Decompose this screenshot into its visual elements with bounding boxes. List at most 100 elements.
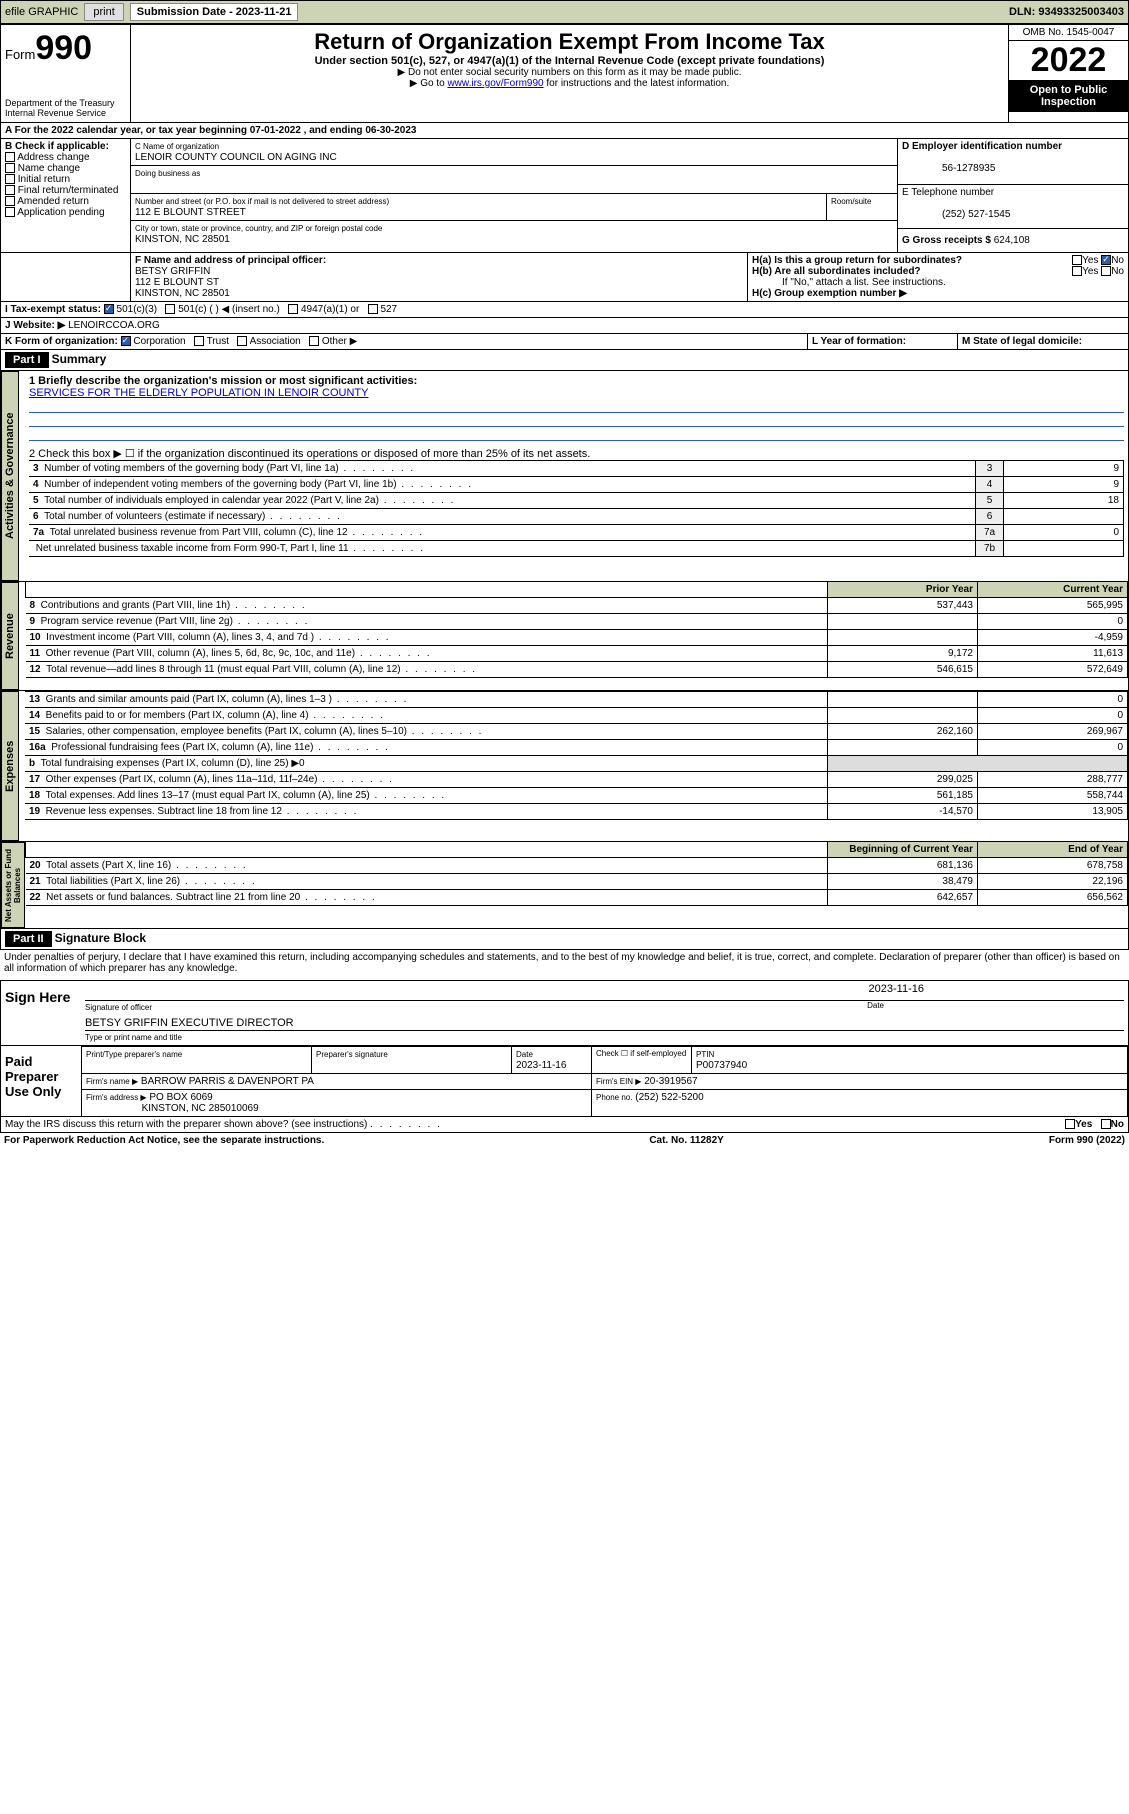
dept-label: Department of the Treasury Internal Reve… — [5, 98, 126, 118]
check-501c3[interactable] — [104, 304, 114, 314]
ptin-value: P00737940 — [696, 1060, 747, 1071]
col-current: Current Year — [978, 582, 1128, 598]
submission-date: Submission Date - 2023-11-21 — [130, 3, 299, 21]
print-button[interactable]: print — [84, 3, 123, 21]
discuss-yes[interactable] — [1065, 1119, 1075, 1129]
gross-receipts: 624,108 — [994, 235, 1030, 246]
check-trust[interactable] — [194, 336, 204, 346]
form-number: 990 — [35, 29, 92, 67]
check-corp[interactable] — [121, 336, 131, 346]
sig-date: 2023-11-16 — [869, 983, 1124, 995]
hb-note: If "No," attach a list. See instructions… — [752, 277, 1124, 288]
dba-label: Doing business as — [135, 169, 200, 178]
sig-officer-label: Signature of officer — [85, 1003, 152, 1012]
ha-yes[interactable] — [1072, 255, 1082, 265]
officer-addr1: 112 E BLOUNT ST — [135, 277, 219, 288]
tab-governance: Activities & Governance — [1, 371, 19, 581]
ha-label: H(a) Is this a group return for subordin… — [752, 255, 962, 266]
sign-here-label: Sign Here — [1, 981, 81, 1045]
check-final-return[interactable] — [5, 185, 15, 195]
f-label: F Name and address of principal officer: — [135, 255, 326, 266]
hb-yes[interactable] — [1072, 266, 1082, 276]
date-label: Date — [867, 1001, 1124, 1010]
officer-addr2: KINSTON, NC 28501 — [135, 288, 230, 299]
perjury-declaration: Under penalties of perjury, I declare th… — [0, 950, 1129, 976]
omb-number: OMB No. 1545-0047 — [1009, 25, 1128, 41]
hc-label: H(c) Group exemption number ▶ — [752, 288, 907, 299]
dln-label: DLN: 93493325003403 — [1009, 6, 1124, 18]
signature-block: Sign Here 2023-11-16 Signature of office… — [0, 980, 1129, 1117]
discuss-label: May the IRS discuss this return with the… — [5, 1119, 367, 1130]
m-label: M State of legal domicile: — [962, 336, 1082, 347]
q1-label: 1 Briefly describe the organization's mi… — [29, 375, 417, 387]
d-label: D Employer identification number — [902, 141, 1062, 152]
org-name: LENOIR COUNTY COUNCIL ON AGING INC — [135, 152, 337, 163]
g-label: G Gross receipts $ — [902, 235, 991, 246]
paid-preparer-label: Paid Preparer Use Only — [1, 1046, 81, 1116]
check-501c[interactable] — [165, 304, 175, 314]
governance-table: 3 Number of voting members of the govern… — [29, 460, 1124, 557]
officer-name: BETSY GRIFFIN — [135, 266, 210, 277]
tab-revenue: Revenue — [1, 582, 19, 690]
website-value: LENOIRCCOA.ORG — [65, 320, 159, 331]
expenses-table: 13 Grants and similar amounts paid (Part… — [25, 691, 1128, 820]
org-street: 112 E BLOUNT STREET — [135, 207, 246, 218]
org-city: KINSTON, NC 28501 — [135, 234, 230, 245]
i-label: I Tax-exempt status: — [5, 304, 101, 315]
l-label: L Year of formation: — [812, 336, 906, 347]
discuss-no[interactable] — [1101, 1119, 1111, 1129]
col-eoy: End of Year — [978, 842, 1128, 858]
check-amended[interactable] — [5, 196, 15, 206]
check-527[interactable] — [368, 304, 378, 314]
check-address-change[interactable] — [5, 152, 15, 162]
firm-addr1: PO BOX 6069 — [149, 1092, 212, 1103]
ptin-label: PTIN — [696, 1050, 714, 1059]
addr-label: Number and street (or P.O. box if mail i… — [135, 197, 389, 206]
type-name-label: Type or print name and title — [85, 1033, 182, 1042]
footer-pra: For Paperwork Reduction Act Notice, see … — [4, 1135, 324, 1146]
phone-value: (252) 527-1545 — [902, 209, 1010, 220]
note-link: ▶ Go to www.irs.gov/Form990 for instruct… — [135, 78, 1004, 89]
line-a: A For the 2022 calendar year, or tax yea… — [0, 123, 1129, 139]
firm-ein: 20-3919567 — [644, 1076, 697, 1087]
e-label: E Telephone number — [902, 187, 994, 198]
check-app-pending[interactable] — [5, 207, 15, 217]
b-label: B Check if applicable: — [5, 141, 109, 152]
open-inspection: Open to Public Inspection — [1009, 80, 1128, 112]
prep-sig-label: Preparer's signature — [316, 1050, 388, 1059]
irs-link[interactable]: www.irs.gov/Form990 — [447, 78, 543, 89]
city-label: City or town, state or province, country… — [135, 224, 382, 233]
part1-header: Part I — [5, 352, 49, 368]
check-other[interactable] — [309, 336, 319, 346]
tax-year: 2022 — [1009, 41, 1128, 80]
firm-addr2: KINSTON, NC 285010069 — [142, 1103, 259, 1114]
check-initial-return[interactable] — [5, 174, 15, 184]
prep-date: 2023-11-16 — [516, 1060, 566, 1071]
balances-table: Beginning of Current YearEnd of Year 20 … — [25, 842, 1128, 906]
firm-ein-label: Firm's EIN ▶ — [596, 1077, 641, 1086]
footer-form: Form 990 (2022) — [1049, 1135, 1125, 1146]
ha-no[interactable] — [1101, 255, 1111, 265]
check-name-change[interactable] — [5, 163, 15, 173]
identity-block: B Check if applicable: Address change Na… — [0, 139, 1129, 253]
footer-cat: Cat. No. 11282Y — [649, 1135, 723, 1146]
top-bar: efile GRAPHIC print Submission Date - 20… — [0, 0, 1129, 24]
prep-name-label: Print/Type preparer's name — [86, 1050, 182, 1059]
k-label: K Form of organization: — [5, 336, 118, 347]
q2-label: 2 Check this box ▶ ☐ if the organization… — [29, 447, 1124, 460]
room-label: Room/suite — [831, 197, 871, 206]
note-ssn: ▶ Do not enter social security numbers o… — [135, 67, 1004, 78]
revenue-table: Prior YearCurrent Year 8 Contributions a… — [25, 582, 1128, 678]
firm-addr-label: Firm's address ▶ — [86, 1093, 147, 1102]
hb-label: H(b) Are all subordinates included? — [752, 266, 921, 277]
hb-no[interactable] — [1101, 266, 1111, 276]
tab-balances: Net Assets or Fund Balances — [1, 842, 25, 928]
form-prefix: Form — [5, 47, 35, 62]
efile-label: efile GRAPHIC — [5, 6, 78, 18]
j-label: J Website: ▶ — [5, 320, 65, 331]
self-employed: Check ☐ if self-employed — [592, 1047, 692, 1074]
c-name-label: C Name of organization — [135, 142, 219, 151]
form-subtitle: Under section 501(c), 527, or 4947(a)(1)… — [135, 55, 1004, 67]
check-assoc[interactable] — [237, 336, 247, 346]
check-4947[interactable] — [288, 304, 298, 314]
